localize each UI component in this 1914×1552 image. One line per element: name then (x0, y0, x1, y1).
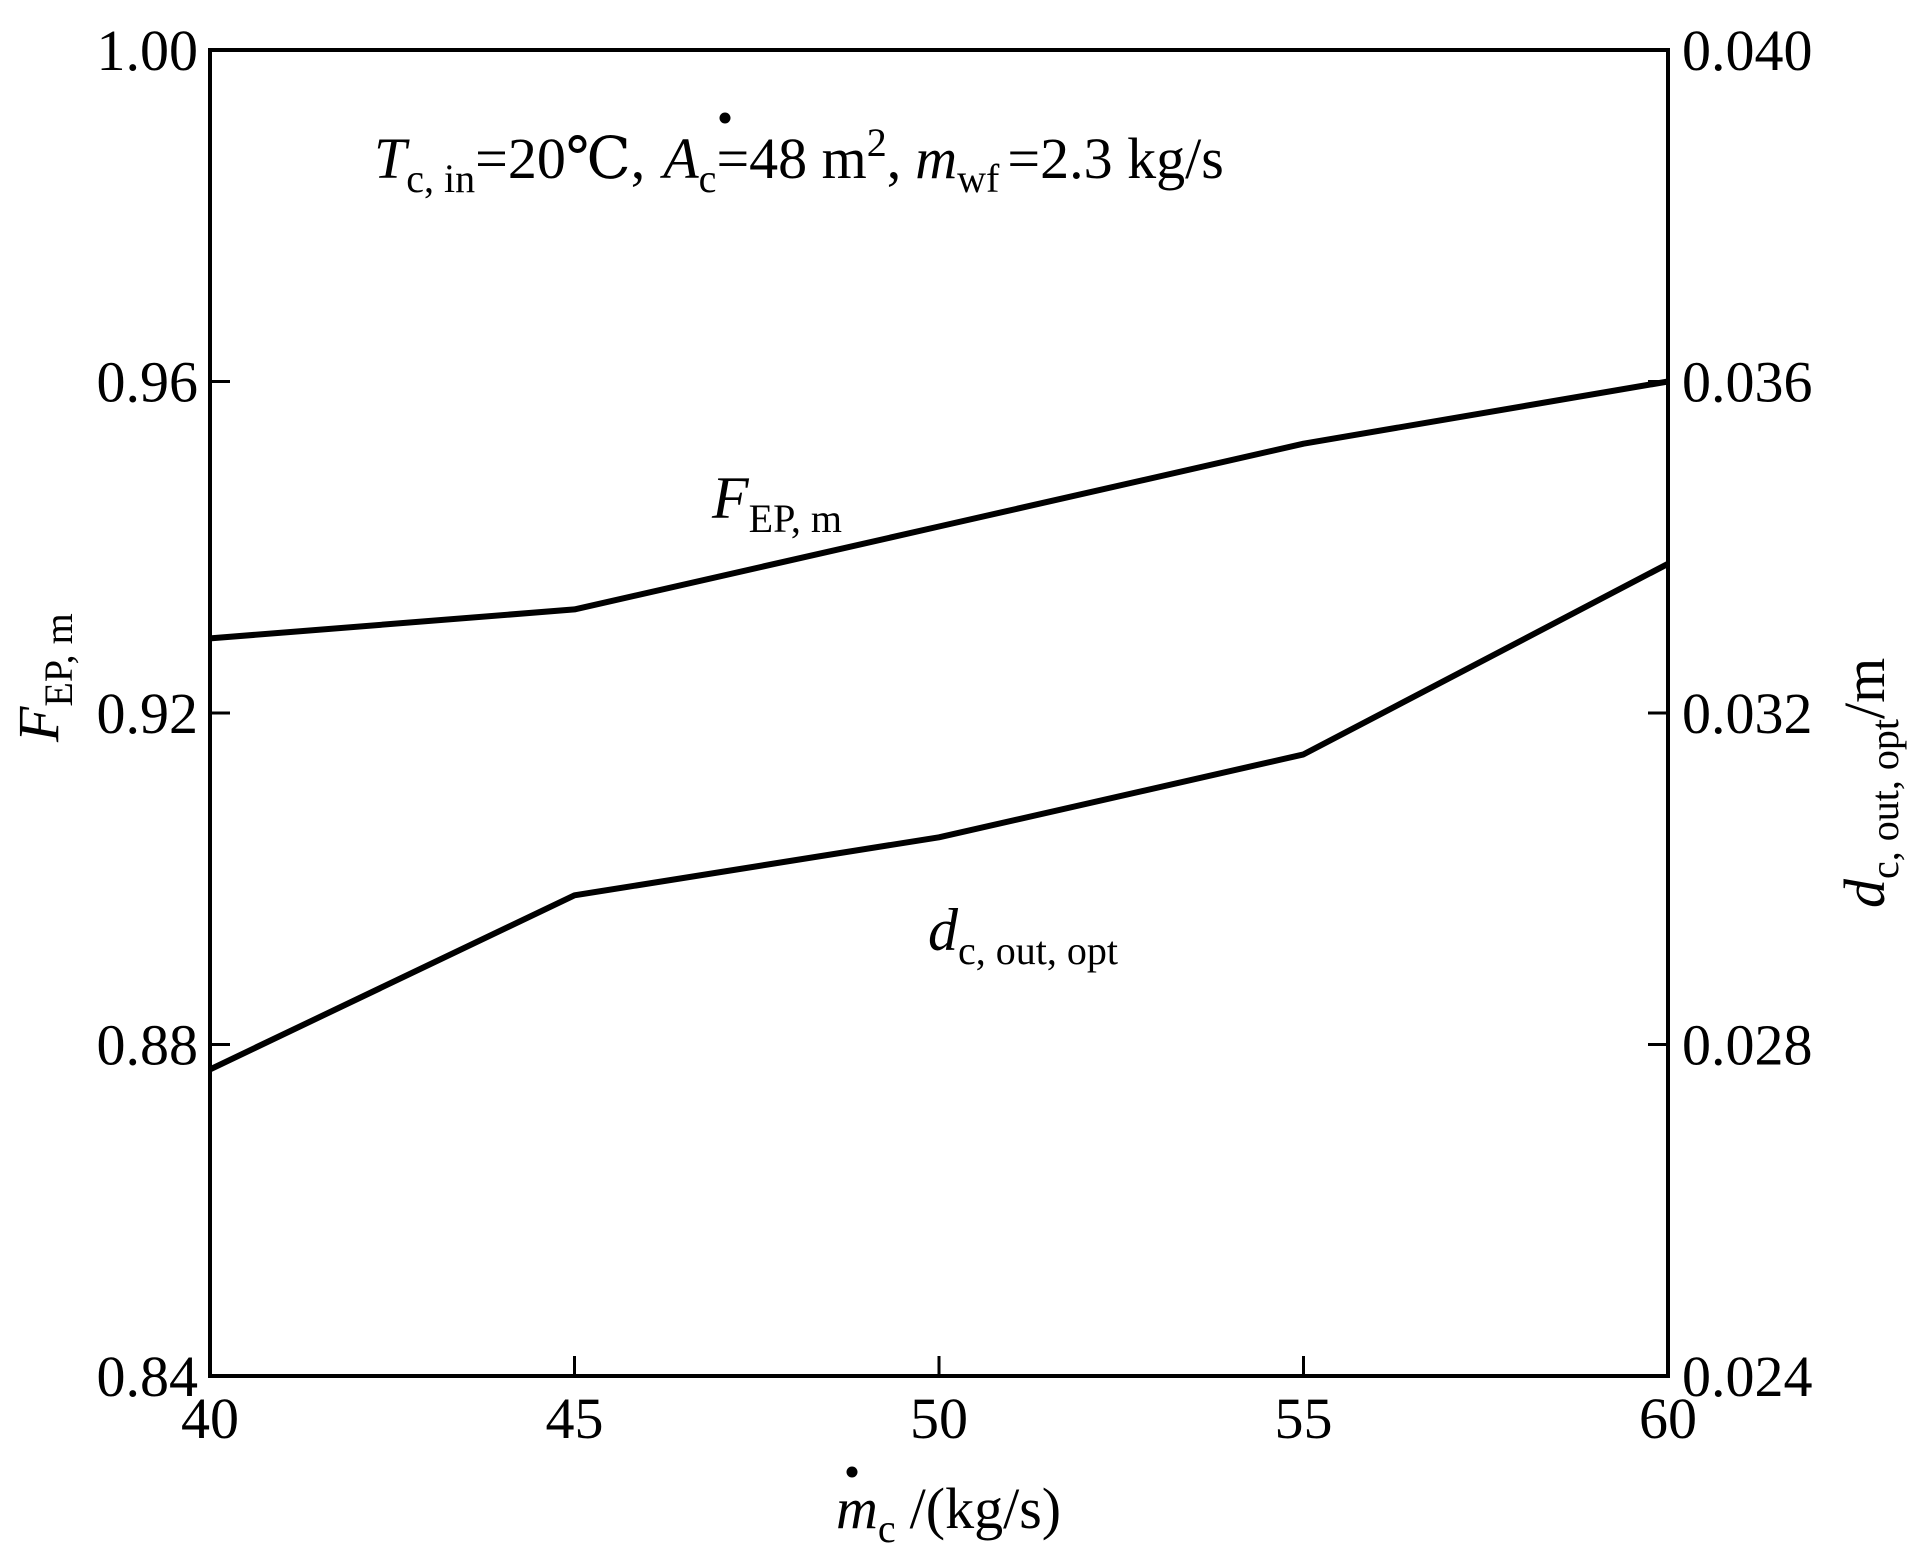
annotation-a-comma: , (887, 126, 902, 191)
annotation-a-symbol: A (659, 126, 699, 191)
series-line-fep (209, 378, 1669, 642)
y-axis-left-label-sub: EP, m (36, 613, 81, 706)
x-tick-label: 40 (181, 1386, 239, 1451)
x-axis-label-symbol: m (836, 1476, 878, 1541)
y-right-tick-label: 0.036 (1682, 350, 1813, 415)
series-label-fep-sub: EP, m (749, 496, 842, 541)
y-right-tick-label: 0.040 (1682, 18, 1813, 83)
annotation-t-symbol: T (374, 126, 410, 191)
annotation-m-dot (719, 112, 731, 124)
annotation-m-sub: wf (957, 156, 1000, 201)
series-label-fep-symbol: F (711, 465, 750, 531)
y-left-tick-label: 0.84 (97, 1344, 199, 1409)
annotation: Tc, in=20℃, Ac=48 m2, mwf =2.3 kg/s (374, 120, 1224, 201)
x-axis-label: mc /(kg/s) (836, 1476, 1061, 1551)
annotation-t-sub: c, in (406, 156, 475, 201)
annotation-t-value: =20℃, (475, 126, 645, 191)
y-axis-right-label: dc, out, opt/m (1832, 658, 1907, 908)
annotation-m-symbol: m (915, 126, 957, 191)
x-tick-label: 60 (1639, 1386, 1697, 1451)
y-left-tick-label: 0.88 (97, 1013, 199, 1078)
y-axis-right-label-unit: /m (1832, 658, 1897, 719)
x-axis-label-sub: c (878, 1506, 896, 1551)
y-left-tick-label: 0.92 (97, 681, 199, 746)
y-axis-left-label: FEP, m (6, 613, 81, 743)
series-label-dcout-sub: c, out, opt (958, 928, 1118, 973)
x-tick-label: 45 (546, 1386, 604, 1451)
y-right-tick-label: 0.024 (1682, 1344, 1813, 1409)
series-label-fep: FEP, m (711, 465, 842, 541)
plot-frame (208, 48, 1670, 1378)
y-axis-left-label-symbol: F (6, 706, 71, 743)
annotation-a-value: =48 m (716, 126, 866, 191)
annotation-m-value: =2.3 kg/s (1007, 126, 1223, 191)
y-right-tick-label: 0.028 (1682, 1013, 1813, 1078)
x-tick-label: 50 (910, 1386, 968, 1451)
y-axis-right-label-symbol: d (1832, 878, 1897, 908)
y-right-tick-label: 0.032 (1682, 681, 1813, 746)
y-left-tick-label: 0.96 (97, 350, 199, 415)
series-label-dcout-symbol: d (928, 897, 959, 963)
x-axis-label-unit: /(kg/s) (910, 1476, 1061, 1541)
annotation-a-sub: c (699, 156, 717, 201)
y-left-tick-label: 1.00 (97, 18, 199, 83)
tick-labels: 40 45 50 55 60 0.84 0.88 0.92 0.96 1.00 0.024 0.028… (97, 18, 1813, 1451)
x-tick-label: 55 (1275, 1386, 1333, 1451)
y-axis-right-label-sub: c, out, opt (1862, 719, 1907, 879)
annotation-a-sup: 2 (867, 120, 887, 165)
x-axis-label-dot (846, 1466, 858, 1478)
series-label-dcout: dc, out, opt (928, 897, 1118, 973)
ticks (208, 48, 1670, 1378)
series-group (208, 378, 1670, 1073)
series-line-dcout (208, 561, 1670, 1073)
